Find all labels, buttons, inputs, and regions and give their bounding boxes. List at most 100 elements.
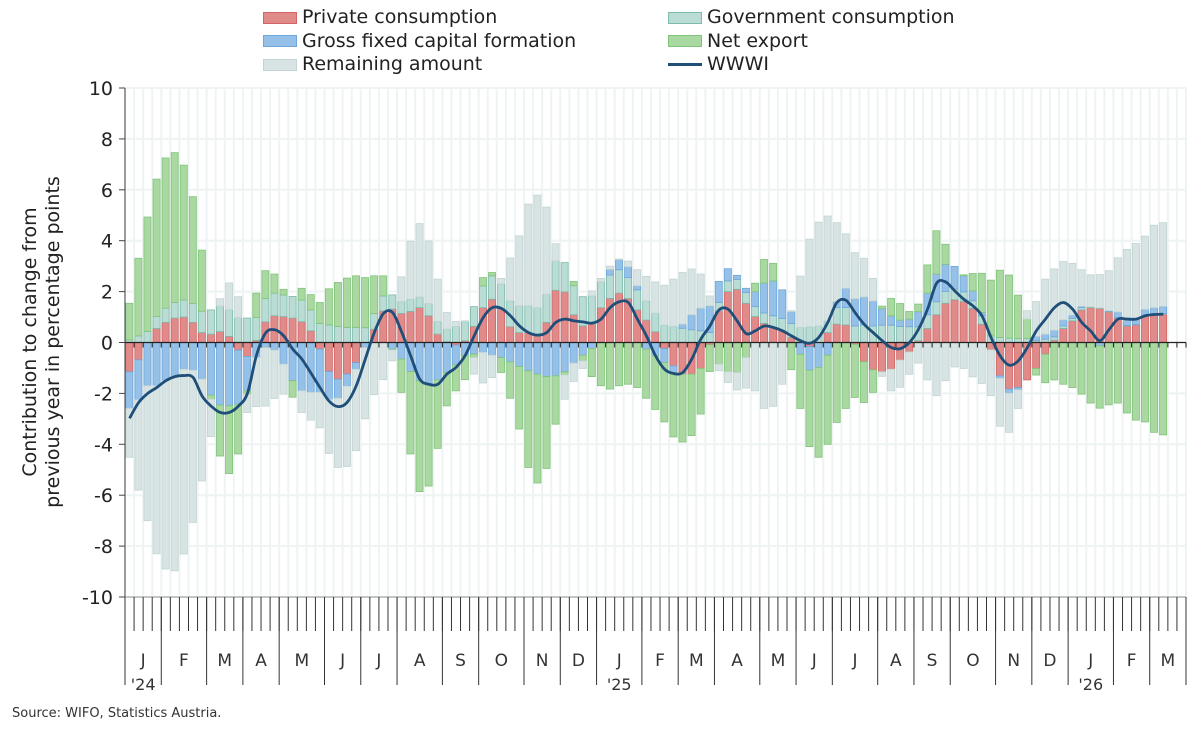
bar-gfcf [352,362,360,370]
x-month-label: M [771,651,786,671]
bar-private [324,342,333,372]
bar-government [569,285,578,316]
bar-gfcf [587,342,596,350]
bar-netexport [533,373,542,484]
bar-remaining [279,363,288,395]
legend-item-government: Government consumption [668,6,955,30]
bar-gfcf [578,342,587,356]
x-month-label: M [1161,651,1176,671]
bar-remaining [261,347,270,407]
y-tick-label: 0 [101,333,113,355]
bar-netexport [669,372,678,438]
bar-netexport [1023,318,1032,339]
legend-label: Remaining amount [302,53,483,75]
bar-remaining [1068,262,1077,316]
bar-remaining [424,240,433,304]
bar-private [306,330,315,343]
bar-netexport [506,361,515,399]
bar-government [542,293,551,323]
bar-remaining [950,342,959,368]
bar-government [261,298,270,323]
x-month-label: J [339,651,345,671]
y-tick-label: -4 [94,434,113,456]
bar-remaining [207,398,215,438]
x-month-label: M [689,651,704,671]
bar-netexport [1041,353,1050,384]
bar-private [315,342,324,350]
bar-government [488,275,497,300]
x-month-label: M [294,651,309,671]
legend-label: Private consumption [302,6,498,28]
bar-remaining [1023,310,1032,320]
bar-government [207,309,215,335]
bar-netexport [814,367,823,458]
legend-item-netexport: Net export [668,30,955,54]
bar-gfcf [179,342,188,370]
bar-remaining [1059,261,1068,321]
bar-government [850,325,859,343]
bar-remaining [134,399,143,491]
bar-remaining [769,342,778,407]
bar-netexport [823,354,832,445]
bar-government [234,317,243,343]
y-axis-title: Contribution to change from [19,207,41,476]
x-month-label: O [966,651,979,671]
bar-government [361,327,370,343]
bar-private [1032,342,1041,369]
bar-netexport [1141,342,1149,423]
bar-netexport [615,342,623,387]
bar-gfcf [959,275,968,293]
bar-netexport [1159,342,1168,436]
bar-government [887,324,896,343]
bar-government [415,296,424,309]
bar-remaining [460,320,469,323]
bar-private [161,321,170,343]
bar-remaining [850,252,859,300]
bar-netexport [379,275,388,297]
bar-private [188,321,197,343]
bar-private [832,323,841,343]
bar-netexport [433,379,442,449]
bar-government [188,303,197,323]
source-note: Source: WIFO, Statistics Austria. [12,706,222,721]
bar-netexport [324,288,333,326]
bar-remaining [560,374,569,400]
bar-netexport [587,348,596,378]
bar-remaining [669,278,678,327]
bar-gfcf [941,263,950,293]
bar-gfcf [814,342,823,368]
bar-private [506,326,515,343]
bar-private [352,342,360,364]
bar-netexport [941,243,950,265]
x-month-label: A [255,651,267,671]
bar-private [333,342,342,380]
bar-remaining [606,265,614,270]
bar-remaining [479,352,487,384]
bar-remaining [361,347,370,420]
bar-remaining [542,206,551,295]
bar-gfcf [270,342,279,351]
bar-private [125,342,134,373]
bar-gfcf [615,259,623,271]
bar-remaining [832,222,841,302]
bar-gfcf [197,342,206,380]
bar-government [179,299,188,318]
bar-remaining [705,295,714,307]
bar-government [134,335,143,343]
bar-remaining [442,312,451,330]
bar-gfcf [769,280,778,317]
bar-gfcf [823,342,832,356]
bar-private [1041,342,1050,355]
bar-remaining [796,275,805,328]
bar-private [152,328,161,343]
bar-remaining [878,371,886,377]
bar-netexport [1095,345,1104,409]
bar-government [424,303,433,317]
bar-remaining [569,362,578,382]
bar-remaining [615,258,623,261]
bar-private [234,342,243,351]
bar-netexport [152,178,161,317]
bar-remaining [1113,257,1122,313]
bar-remaining [524,203,533,307]
y-axis-title: previous year in percentage points [42,176,64,508]
